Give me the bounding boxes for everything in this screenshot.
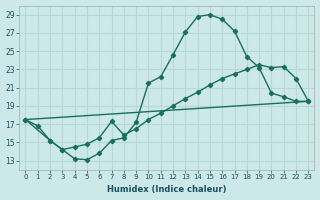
X-axis label: Humidex (Indice chaleur): Humidex (Indice chaleur) — [107, 185, 227, 194]
